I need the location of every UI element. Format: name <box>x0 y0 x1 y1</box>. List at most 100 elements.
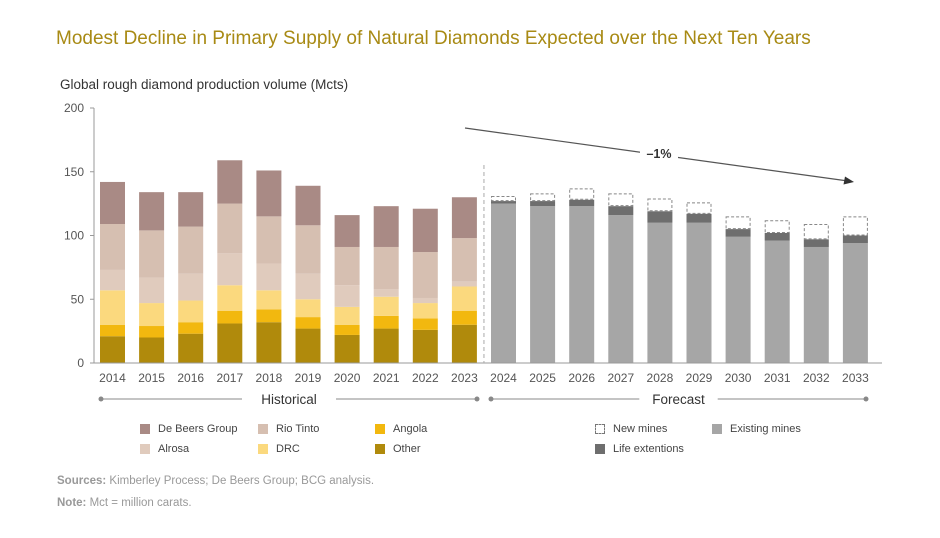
footnote: Note: Mct = million carats. <box>57 497 192 509</box>
historical-bracket-dot-right <box>474 396 480 402</box>
bar-segment <box>178 273 204 301</box>
bar-segment <box>139 326 165 338</box>
bar-segment <box>491 203 516 363</box>
bar-segment <box>764 240 790 363</box>
x-tick-label: 2024 <box>490 371 517 385</box>
bar-segment <box>451 324 477 363</box>
bar-segment <box>686 213 712 223</box>
legend-label: Alrosa <box>158 443 190 455</box>
bar-segment <box>451 286 477 311</box>
x-tick-label: 2025 <box>529 371 556 385</box>
x-tick-label: 2023 <box>451 371 478 385</box>
x-tick-label: 2031 <box>764 371 791 385</box>
legend-label: Angola <box>393 423 428 435</box>
bar-segment <box>295 299 321 318</box>
x-tick-label: 2021 <box>373 371 400 385</box>
bar-segment <box>217 203 243 254</box>
legend-item-drc: DRC <box>258 443 300 455</box>
bar-segment <box>334 324 360 335</box>
forecast-bracket-dot-left <box>488 396 494 402</box>
bar-segment <box>256 216 282 264</box>
bar-segment <box>451 197 477 239</box>
x-tick-label: 2029 <box>686 371 713 385</box>
trend-label-bg <box>640 145 678 162</box>
bar-segment <box>295 185 321 226</box>
bar-segment <box>178 192 204 227</box>
bar-segment <box>256 309 282 323</box>
bar-segment <box>764 232 790 241</box>
x-tick-label: 2014 <box>99 371 126 385</box>
bar-segment <box>608 193 634 207</box>
bar-segment <box>647 211 673 223</box>
trend-label: –1% <box>646 147 671 161</box>
bar-segment <box>100 290 125 325</box>
bar-segment <box>686 202 712 214</box>
bar-segment <box>412 303 438 319</box>
bar-segment <box>569 206 595 363</box>
x-tick-label: 2033 <box>842 371 869 385</box>
bar-segment <box>569 199 595 207</box>
bar-segment <box>100 324 125 337</box>
bar-segment <box>491 201 516 204</box>
legend-label: Existing mines <box>730 423 801 435</box>
bar-segment <box>139 337 165 363</box>
y-tick-label: 50 <box>71 292 85 306</box>
bar-segment <box>530 201 556 207</box>
bar-segment <box>334 334 360 363</box>
bar-segment <box>803 246 829 363</box>
bar-segment <box>178 226 204 274</box>
legend-item-other: Other <box>375 443 421 455</box>
legend-item-angola: Angola <box>375 423 427 435</box>
sources-text: Kimberley Process; De Beers Group; BCG a… <box>106 475 375 487</box>
legend-swatch <box>712 424 722 434</box>
x-tick-label: 2018 <box>256 371 283 385</box>
legend-swatch <box>258 424 268 434</box>
bar-segment <box>373 328 399 363</box>
legend-label: Other <box>393 443 421 455</box>
bar-segment <box>725 236 751 363</box>
bar-segment <box>451 281 477 287</box>
bar-segment <box>608 215 634 363</box>
bar-segment <box>100 181 125 225</box>
forecast-bracket-dot-right <box>863 396 869 402</box>
legend-label: Rio Tinto <box>276 423 320 435</box>
bar-segment <box>842 243 868 363</box>
bar-segment <box>139 303 165 327</box>
bar-segment <box>256 263 282 291</box>
y-axis-title: Global rough diamond production volume (… <box>60 77 349 92</box>
bar-segment <box>412 208 438 253</box>
x-tick-label: 2028 <box>647 371 674 385</box>
note-label: Note: <box>57 497 87 509</box>
bar-segment <box>178 322 204 334</box>
bar-segment <box>334 246 360 286</box>
bar-segment <box>295 225 321 274</box>
bar-segment <box>451 310 477 325</box>
bar-segment <box>842 235 868 244</box>
bar-segment <box>803 224 829 240</box>
legend-label: De Beers Group <box>158 423 238 435</box>
x-tick-label: 2027 <box>607 371 634 385</box>
bar-segment <box>647 198 673 212</box>
y-tick-label: 200 <box>64 101 84 115</box>
legend-label: Life extentions <box>613 443 684 455</box>
bar-segment <box>373 296 399 316</box>
bar-segment <box>647 222 673 363</box>
legend-swatch <box>258 444 268 454</box>
bar-segment <box>217 285 243 311</box>
bar-segment <box>725 216 751 230</box>
legend-item-life-extentions: Life extentions <box>595 443 684 455</box>
bar-segment <box>295 328 321 363</box>
bar-segment <box>412 318 438 330</box>
bar-segment <box>686 222 712 363</box>
bar-segment <box>139 192 165 231</box>
bar-segment <box>530 206 556 363</box>
forecast-bracket-label: Forecast <box>652 392 705 407</box>
trend-arrow-head <box>843 176 854 185</box>
historical-bracket-dot-left <box>98 396 104 402</box>
bar-segment <box>295 317 321 329</box>
note-text: Mct = million carats. <box>86 497 192 509</box>
legend-swatch <box>595 424 605 434</box>
bar-segment <box>100 224 125 270</box>
bar-segment <box>842 216 868 236</box>
bar-segment <box>451 238 477 282</box>
